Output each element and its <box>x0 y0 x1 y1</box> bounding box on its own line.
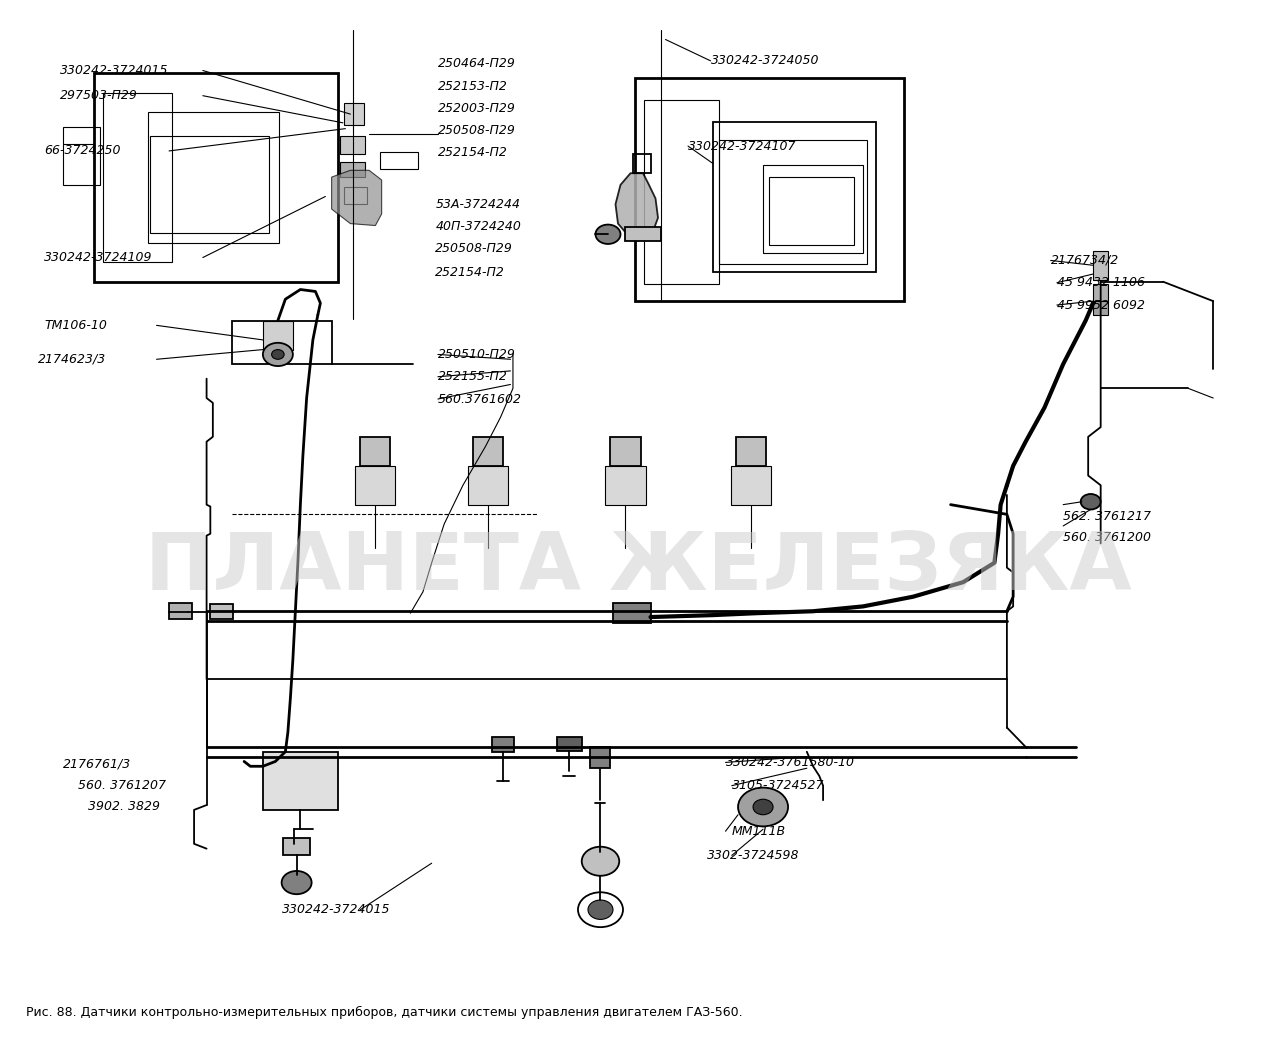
Circle shape <box>282 871 311 894</box>
Bar <box>380 152 419 170</box>
Text: 560. 3761207: 560. 3761207 <box>78 779 166 792</box>
Text: 252154-П2: 252154-П2 <box>438 146 508 159</box>
Text: 45 9952 6092: 45 9952 6092 <box>1057 298 1145 312</box>
Bar <box>720 141 866 265</box>
Bar <box>468 466 508 504</box>
Bar <box>633 154 651 173</box>
Circle shape <box>272 350 285 359</box>
Bar <box>345 103 364 125</box>
Text: 2176734/2: 2176734/2 <box>1050 254 1119 267</box>
Bar <box>103 93 171 263</box>
Text: 560.3761602: 560.3761602 <box>438 393 522 405</box>
Bar <box>168 603 191 619</box>
Bar <box>612 603 651 623</box>
Circle shape <box>738 788 789 826</box>
Text: 330242-3724107: 330242-3724107 <box>688 140 796 152</box>
Circle shape <box>582 847 619 875</box>
Text: 330242-3724015: 330242-3724015 <box>60 64 168 77</box>
Text: 40П-3724240: 40П-3724240 <box>435 220 522 233</box>
Text: 330242-3761580-10: 330242-3761580-10 <box>726 755 855 769</box>
Bar <box>731 466 771 504</box>
Bar <box>625 227 661 241</box>
Text: 45 9432 1106: 45 9432 1106 <box>1057 276 1145 290</box>
Text: 252003-П29: 252003-П29 <box>438 102 516 115</box>
Bar <box>263 321 293 350</box>
Circle shape <box>753 799 773 815</box>
Bar <box>591 747 610 768</box>
Text: 297503-П29: 297503-П29 <box>60 90 138 102</box>
Bar <box>63 127 101 184</box>
Text: 250508-П29: 250508-П29 <box>435 243 513 255</box>
Text: 3105-3724527: 3105-3724527 <box>731 779 824 792</box>
Text: 250464-П29: 250464-П29 <box>438 57 516 70</box>
Text: 560. 3761200: 560. 3761200 <box>1063 531 1151 544</box>
Bar <box>345 187 366 204</box>
Polygon shape <box>332 170 382 225</box>
Bar <box>1094 283 1108 301</box>
Bar <box>263 751 338 810</box>
Text: 3302-3724598: 3302-3724598 <box>707 849 799 862</box>
Circle shape <box>588 900 612 919</box>
Text: 2174623/3: 2174623/3 <box>38 353 106 366</box>
Text: 330242-3724015: 330242-3724015 <box>282 903 390 916</box>
Bar <box>644 100 720 283</box>
Circle shape <box>596 225 620 244</box>
Bar <box>151 137 269 233</box>
Text: 252154-П2: 252154-П2 <box>435 266 505 278</box>
Text: 330242-3724050: 330242-3724050 <box>711 54 819 68</box>
Bar <box>1094 251 1108 280</box>
Bar <box>341 137 365 154</box>
Text: 330242-3724109: 330242-3724109 <box>43 251 153 264</box>
Circle shape <box>1081 494 1101 510</box>
Bar <box>763 166 863 253</box>
Bar <box>1094 301 1108 315</box>
Text: 53А-3724244: 53А-3724244 <box>435 198 521 210</box>
Text: 250510-П29: 250510-П29 <box>438 348 516 361</box>
Bar <box>713 122 875 272</box>
Text: Рис. 88. Датчики контрольно-измерительных приборов, датчики системы управления д: Рис. 88. Датчики контрольно-измерительны… <box>26 1006 743 1019</box>
Bar <box>94 73 338 281</box>
Bar <box>556 738 582 751</box>
Text: 252153-П2: 252153-П2 <box>438 79 508 93</box>
Text: ТМ106-10: ТМ106-10 <box>43 319 107 331</box>
Text: 252155-П2: 252155-П2 <box>438 370 508 383</box>
Text: 66-3724250: 66-3724250 <box>43 145 120 157</box>
Bar <box>635 78 905 301</box>
Bar <box>232 321 332 364</box>
Bar <box>283 838 310 855</box>
Polygon shape <box>615 173 658 238</box>
Bar <box>606 466 646 504</box>
Bar <box>360 437 390 466</box>
Bar <box>356 466 396 504</box>
Bar <box>341 162 365 177</box>
Text: 250508-П29: 250508-П29 <box>438 124 516 138</box>
Bar <box>473 437 503 466</box>
Text: 2176761/3: 2176761/3 <box>63 758 131 771</box>
Bar <box>491 738 514 751</box>
Bar <box>610 437 641 466</box>
Circle shape <box>263 343 293 366</box>
Text: 562. 3761217: 562. 3761217 <box>1063 510 1151 523</box>
Bar <box>148 113 279 243</box>
Text: ММ111В: ММ111В <box>731 824 786 838</box>
Text: ПЛАНЕТА ЖЕЛЕЗЯКА: ПЛАНЕТА ЖЕЛЕЗЯКА <box>144 528 1132 606</box>
Bar <box>735 437 766 466</box>
Text: 3902. 3829: 3902. 3829 <box>88 800 160 814</box>
Bar <box>769 177 855 245</box>
Bar <box>211 604 232 619</box>
